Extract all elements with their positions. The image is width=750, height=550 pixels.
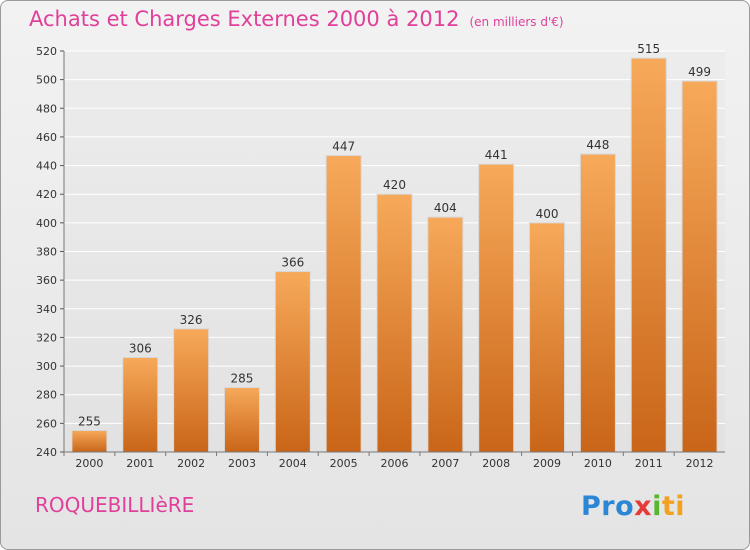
bar-2000 xyxy=(71,430,108,453)
y-tick-label: 460 xyxy=(36,131,57,144)
x-tick-label: 2011 xyxy=(635,457,663,470)
x-tick-label: 2000 xyxy=(75,457,103,470)
logo-part-3: i xyxy=(652,491,662,522)
x-tick-label: 2005 xyxy=(330,457,358,470)
y-tick-label: 380 xyxy=(36,246,57,259)
x-tick-label: 2012 xyxy=(686,457,714,470)
bar-2011 xyxy=(630,57,667,453)
x-tick-label: 2006 xyxy=(381,457,409,470)
y-tick-label: 300 xyxy=(36,360,57,373)
x-axis: 2000 2001 2002 2003 2004 2005 2006 2007 2008 2009… xyxy=(63,451,725,470)
bar-2003 xyxy=(223,387,260,453)
data-label: 366 xyxy=(281,256,304,270)
bar-2006 xyxy=(376,193,413,453)
data-label: 400 xyxy=(536,207,559,221)
bar-2009 xyxy=(529,222,566,453)
logo-part-1: Pro xyxy=(581,491,635,522)
data-label: 441 xyxy=(485,148,508,162)
data-label: 326 xyxy=(180,313,203,327)
data-label: 447 xyxy=(332,140,355,154)
bar-2012 xyxy=(681,80,718,453)
bar-2001 xyxy=(122,356,159,453)
bar-2007 xyxy=(427,216,464,453)
y-tick-label: 420 xyxy=(36,188,57,201)
x-tick-label: 2003 xyxy=(228,457,256,470)
data-label: 306 xyxy=(129,341,152,355)
y-axis: 240 260 280 300 320 340 360 380 400 420 440 460 480 5… xyxy=(36,45,65,459)
y-tick-label: 520 xyxy=(36,45,57,58)
data-label: 404 xyxy=(434,201,457,215)
y-tick-label: 240 xyxy=(36,446,57,459)
data-label: 448 xyxy=(586,138,609,152)
y-tick-label: 260 xyxy=(36,417,57,430)
y-tick-label: 340 xyxy=(36,303,57,316)
y-tick-label: 320 xyxy=(36,331,57,344)
bar-2010 xyxy=(579,153,616,453)
x-tick-label: 2008 xyxy=(482,457,510,470)
data-label: 499 xyxy=(688,65,711,79)
bar-2002 xyxy=(173,328,210,453)
x-tick-label: 2010 xyxy=(584,457,612,470)
proxiti-logo: Proxiti xyxy=(581,491,685,522)
x-tick-label: 2001 xyxy=(126,457,154,470)
x-tick-label: 2004 xyxy=(279,457,307,470)
x-tick-label: 2009 xyxy=(533,457,561,470)
chart-subtitle: (en milliers d'€) xyxy=(469,15,564,29)
data-label: 285 xyxy=(231,372,254,386)
y-tick-label: 360 xyxy=(36,274,57,287)
y-tick-label: 480 xyxy=(36,102,57,115)
x-tick-label: 2002 xyxy=(177,457,205,470)
bar-2004 xyxy=(274,271,311,453)
y-tick-label: 280 xyxy=(36,389,57,402)
chart-title-text: Achats et Charges Externes 2000 à 2012 xyxy=(29,7,460,31)
data-label: 515 xyxy=(637,42,660,56)
bars: 255 306 326 285 366 447 420 404 441 400 448 515 499 xyxy=(71,42,718,453)
commune-name: ROQUEBILLIèRE xyxy=(35,493,195,517)
logo-part-2: x xyxy=(634,491,653,522)
logo-part-4: ti xyxy=(661,491,686,522)
y-tick-label: 400 xyxy=(36,217,57,230)
chart-title: Achats et Charges Externes 2000 à 2012 (e… xyxy=(29,7,564,31)
data-label: 255 xyxy=(78,415,101,429)
bar-2008 xyxy=(478,163,515,453)
y-tick-label: 440 xyxy=(36,160,57,173)
data-label: 420 xyxy=(383,178,406,192)
y-tick-label: 500 xyxy=(36,74,57,87)
x-tick-label: 2007 xyxy=(431,457,459,470)
bar-2005 xyxy=(325,155,362,453)
